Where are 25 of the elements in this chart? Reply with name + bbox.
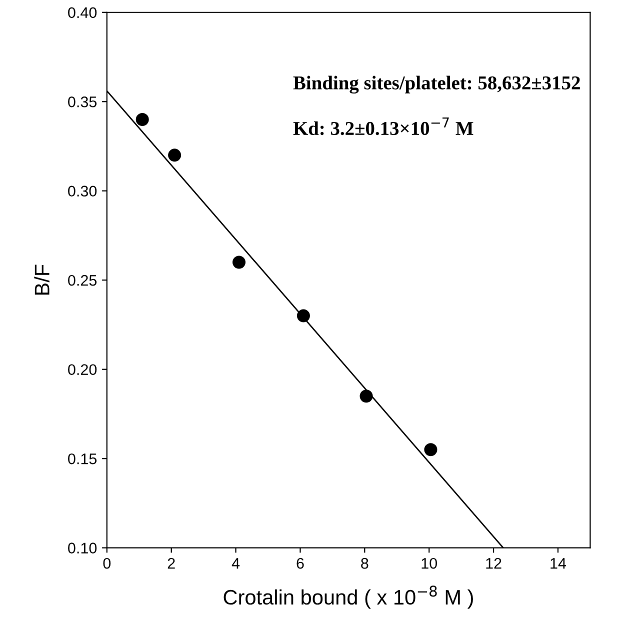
x-tick-label: 2 <box>168 558 175 569</box>
y-tick-label: 0.20 <box>68 364 97 376</box>
x-tick-label: 10 <box>422 558 437 569</box>
x-tick-label: 0 <box>103 558 111 569</box>
x-tick-label: 14 <box>550 558 566 569</box>
y-tick-label: 0.40 <box>68 7 97 18</box>
x-tick-label: 12 <box>486 558 502 569</box>
y-axis-title: B/F <box>34 264 50 295</box>
point <box>296 309 310 322</box>
point <box>232 256 246 269</box>
y-tick-label: 0.15 <box>68 453 97 464</box>
x-axis-title: Crotalin bound ( x 10$^{−8}$ M ) <box>224 586 473 609</box>
x-tick-label: 6 <box>296 558 304 569</box>
point <box>168 148 182 162</box>
x-tick-label: 8 <box>361 558 368 569</box>
annotation: Kd: 3.2±0.13×10$^{−7}$ M <box>293 117 474 136</box>
annotation: Binding sites/platelet: 58,632±3152 <box>293 76 580 94</box>
x-tick-label: 4 <box>232 558 240 569</box>
y-tick-label: 0.35 <box>68 96 97 108</box>
point <box>424 443 438 456</box>
y-tick-label: 0.10 <box>68 542 97 554</box>
point <box>136 112 149 126</box>
y-tick-label: 0.25 <box>68 274 97 286</box>
point <box>360 390 373 403</box>
y-tick-label: 0.30 <box>68 186 97 197</box>
